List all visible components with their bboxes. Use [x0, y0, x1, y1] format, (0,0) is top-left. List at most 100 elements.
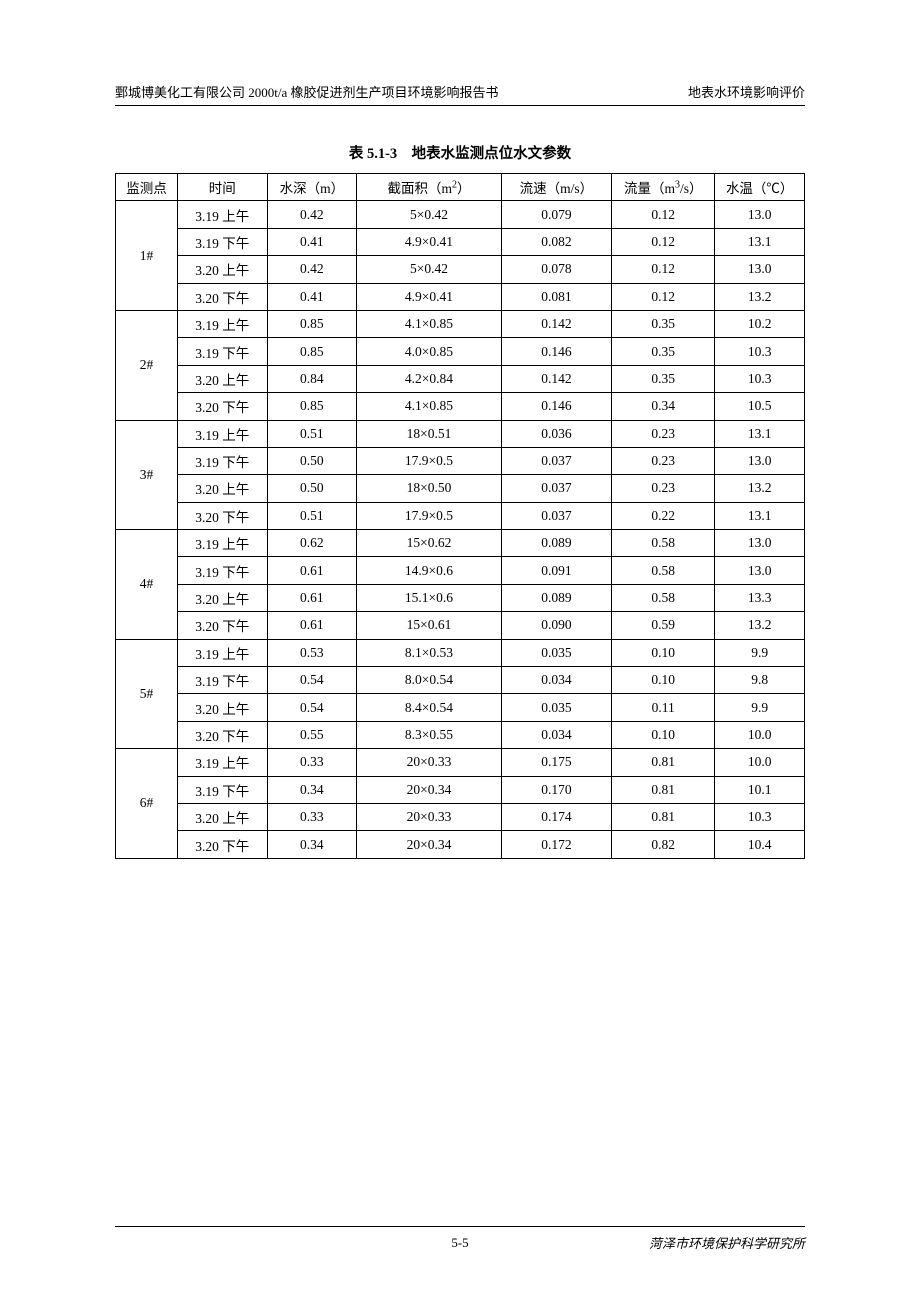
- table-header-row: 监测点 时间 水深（m） 截面积（m2） 流速（m/s） 流量（m3/s） 水温…: [116, 174, 805, 201]
- cell-flow: 0.81: [612, 749, 715, 776]
- cell-temp: 10.2: [715, 310, 805, 337]
- cell-area: 5×0.42: [357, 201, 502, 228]
- cell-temp: 10.3: [715, 338, 805, 365]
- page-number: 5-5: [451, 1235, 468, 1251]
- cell-depth: 0.61: [267, 557, 357, 584]
- cell-velocity: 0.091: [501, 557, 611, 584]
- cell-depth: 0.42: [267, 256, 357, 283]
- header-left: 鄄城博美化工有限公司 2000t/a 橡胶促进剂生产项目环境影响报告书: [115, 82, 499, 101]
- cell-depth: 0.33: [267, 803, 357, 830]
- cell-velocity: 0.035: [501, 639, 611, 666]
- cell-time: 3.19 上午: [178, 749, 268, 776]
- col-temp: 水温（℃）: [715, 174, 805, 201]
- table-row: 5#3.19 上午0.538.1×0.530.0350.109.9: [116, 639, 805, 666]
- table-row: 3.19 下午0.3420×0.340.1700.8110.1: [116, 776, 805, 803]
- cell-temp: 13.2: [715, 283, 805, 310]
- table-row: 1#3.19 上午0.425×0.420.0790.1213.0: [116, 201, 805, 228]
- cell-area: 4.0×0.85: [357, 338, 502, 365]
- cell-flow: 0.12: [612, 256, 715, 283]
- cell-area: 17.9×0.5: [357, 502, 502, 529]
- cell-velocity: 0.037: [501, 447, 611, 474]
- cell-depth: 0.50: [267, 475, 357, 502]
- table-row: 3.20 下午0.414.9×0.410.0810.1213.2: [116, 283, 805, 310]
- cell-area: 8.4×0.54: [357, 694, 502, 721]
- cell-temp: 10.1: [715, 776, 805, 803]
- cell-temp: 10.0: [715, 721, 805, 748]
- cell-velocity: 0.037: [501, 502, 611, 529]
- cell-depth: 0.84: [267, 365, 357, 392]
- cell-area: 8.3×0.55: [357, 721, 502, 748]
- cell-depth: 0.33: [267, 749, 357, 776]
- cell-flow: 0.82: [612, 831, 715, 858]
- table-row: 3.19 下午0.6114.9×0.60.0910.5813.0: [116, 557, 805, 584]
- col-flow: 流量（m3/s）: [612, 174, 715, 201]
- cell-velocity: 0.034: [501, 721, 611, 748]
- cell-velocity: 0.034: [501, 667, 611, 694]
- col-depth: 水深（m）: [267, 174, 357, 201]
- cell-temp: 10.4: [715, 831, 805, 858]
- cell-time: 3.19 下午: [178, 447, 268, 474]
- cell-flow: 0.35: [612, 365, 715, 392]
- table-row: 4#3.19 上午0.6215×0.620.0890.5813.0: [116, 530, 805, 557]
- cell-flow: 0.23: [612, 447, 715, 474]
- cell-time: 3.19 上午: [178, 420, 268, 447]
- cell-depth: 0.85: [267, 310, 357, 337]
- cell-temp: 13.1: [715, 420, 805, 447]
- cell-area: 20×0.34: [357, 776, 502, 803]
- cell-velocity: 0.090: [501, 612, 611, 639]
- cell-depth: 0.61: [267, 584, 357, 611]
- cell-time: 3.20 上午: [178, 475, 268, 502]
- cell-area: 4.1×0.85: [357, 393, 502, 420]
- cell-velocity: 0.175: [501, 749, 611, 776]
- table-row: 3.19 下午0.854.0×0.850.1460.3510.3: [116, 338, 805, 365]
- table-row: 3.20 上午0.425×0.420.0780.1213.0: [116, 256, 805, 283]
- cell-area: 20×0.34: [357, 831, 502, 858]
- col-time: 时间: [178, 174, 268, 201]
- cell-flow: 0.59: [612, 612, 715, 639]
- cell-depth: 0.54: [267, 694, 357, 721]
- cell-flow: 0.81: [612, 803, 715, 830]
- footer-org: 菏泽市环境保护科学研究所: [649, 1233, 805, 1252]
- table-row: 3.20 下午0.558.3×0.550.0340.1010.0: [116, 721, 805, 748]
- table-row: 3.19 下午0.548.0×0.540.0340.109.8: [116, 667, 805, 694]
- cell-time: 3.19 下午: [178, 557, 268, 584]
- cell-area: 8.0×0.54: [357, 667, 502, 694]
- hydrology-table: 监测点 时间 水深（m） 截面积（m2） 流速（m/s） 流量（m3/s） 水温…: [115, 173, 805, 859]
- cell-time: 3.19 下午: [178, 776, 268, 803]
- col-velocity: 流速（m/s）: [501, 174, 611, 201]
- table-row: 3.20 下午0.6115×0.610.0900.5913.2: [116, 612, 805, 639]
- cell-flow: 0.35: [612, 310, 715, 337]
- cell-depth: 0.41: [267, 228, 357, 255]
- cell-depth: 0.85: [267, 338, 357, 365]
- header-right: 地表水环境影响评价: [688, 82, 805, 101]
- cell-velocity: 0.082: [501, 228, 611, 255]
- cell-temp: 13.0: [715, 256, 805, 283]
- page-footer: 5-5 菏泽市环境保护科学研究所: [115, 1226, 805, 1252]
- cell-area: 18×0.50: [357, 475, 502, 502]
- cell-depth: 0.50: [267, 447, 357, 474]
- cell-temp: 13.0: [715, 530, 805, 557]
- cell-area: 18×0.51: [357, 420, 502, 447]
- cell-time: 3.20 下午: [178, 612, 268, 639]
- cell-velocity: 0.172: [501, 831, 611, 858]
- cell-flow: 0.12: [612, 283, 715, 310]
- cell-velocity: 0.142: [501, 310, 611, 337]
- table-row: 3.20 上午0.548.4×0.540.0350.119.9: [116, 694, 805, 721]
- table-row: 3#3.19 上午0.5118×0.510.0360.2313.1: [116, 420, 805, 447]
- table-row: 3.20 上午0.5018×0.500.0370.2313.2: [116, 475, 805, 502]
- cell-area: 8.1×0.53: [357, 639, 502, 666]
- cell-point: 6#: [116, 749, 178, 859]
- cell-temp: 9.9: [715, 639, 805, 666]
- cell-flow: 0.11: [612, 694, 715, 721]
- cell-flow: 0.10: [612, 721, 715, 748]
- cell-depth: 0.55: [267, 721, 357, 748]
- cell-velocity: 0.089: [501, 584, 611, 611]
- cell-point: 2#: [116, 310, 178, 420]
- cell-velocity: 0.174: [501, 803, 611, 830]
- cell-velocity: 0.037: [501, 475, 611, 502]
- cell-area: 14.9×0.6: [357, 557, 502, 584]
- page-header: 鄄城博美化工有限公司 2000t/a 橡胶促进剂生产项目环境影响报告书 地表水环…: [115, 82, 805, 106]
- cell-depth: 0.51: [267, 502, 357, 529]
- cell-temp: 10.0: [715, 749, 805, 776]
- cell-point: 3#: [116, 420, 178, 530]
